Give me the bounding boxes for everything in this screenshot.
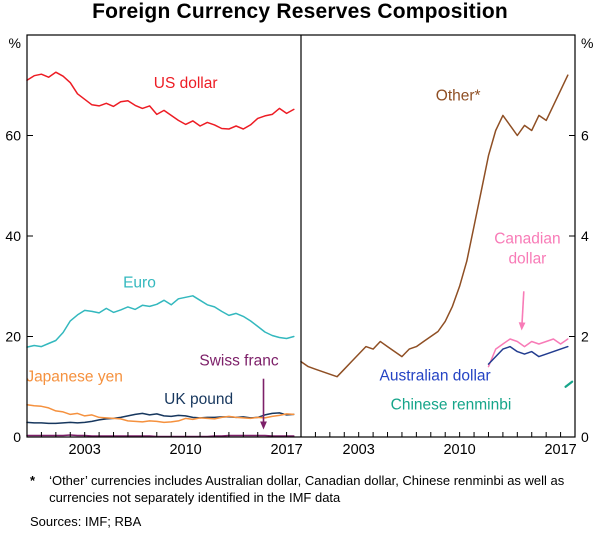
annotation-arrow-head (260, 421, 267, 430)
series-label-australian-dollar: Australian dollar (380, 368, 491, 385)
series-australian-dollar (487, 345, 569, 365)
x-tick-label: 2017 (270, 442, 302, 458)
footnote-text: ‘Other’ currencies includes Australian d… (49, 473, 565, 506)
annotation-arrow-head (518, 322, 526, 331)
axis-unit-label: % (9, 35, 21, 51)
x-tick-label: 2003 (69, 442, 101, 458)
series-label-euro: Euro (123, 274, 156, 291)
series-label-other-: Other* (436, 87, 481, 104)
y-tick-label: 4 (581, 228, 589, 244)
y-tick-label: 0 (581, 429, 589, 445)
x-tick-label: 2003 (343, 442, 375, 458)
series-other (300, 74, 569, 378)
series-euro (26, 295, 295, 348)
y-tick-label: 2 (581, 329, 589, 345)
y-tick-label: 40 (5, 228, 21, 244)
sources-line: Sources: IMF; RBA (30, 514, 142, 529)
x-tick-label: 2010 (169, 442, 201, 458)
x-tick-label: 2010 (443, 442, 475, 458)
y-tick-label: 20 (5, 329, 21, 345)
series-label-japanese-yen: Japanese yen (26, 369, 123, 386)
y-tick-label: 60 (5, 128, 21, 144)
series-label-us-dollar: US dollar (154, 75, 218, 92)
series-label-swiss-franc: Swiss franc (199, 353, 278, 370)
series-japanese-yen (26, 404, 295, 424)
series-label-chinese-renminbi: Chinese renminbi (391, 396, 512, 413)
series-label-uk-pound: UK pound (164, 391, 233, 408)
series-us-dollar (26, 71, 295, 130)
series-swiss-franc (26, 434, 295, 438)
annotation-arrow-shaft (521, 291, 525, 325)
footnote: * ‘Other’ currencies includes Australian… (30, 472, 570, 506)
y-tick-label: 0 (13, 429, 21, 445)
axis-unit-label: % (581, 35, 593, 51)
chart-title: Foreign Currency Reserves Composition (92, 0, 508, 23)
series-label-canadian-dollar: Canadian dollar (494, 231, 560, 268)
series-canadian-dollar (487, 338, 569, 368)
y-tick-label: 6 (581, 128, 589, 144)
footnote-marker: * (30, 473, 36, 488)
series-chinese-renminbi (564, 380, 574, 388)
x-tick-label: 2017 (544, 442, 576, 458)
